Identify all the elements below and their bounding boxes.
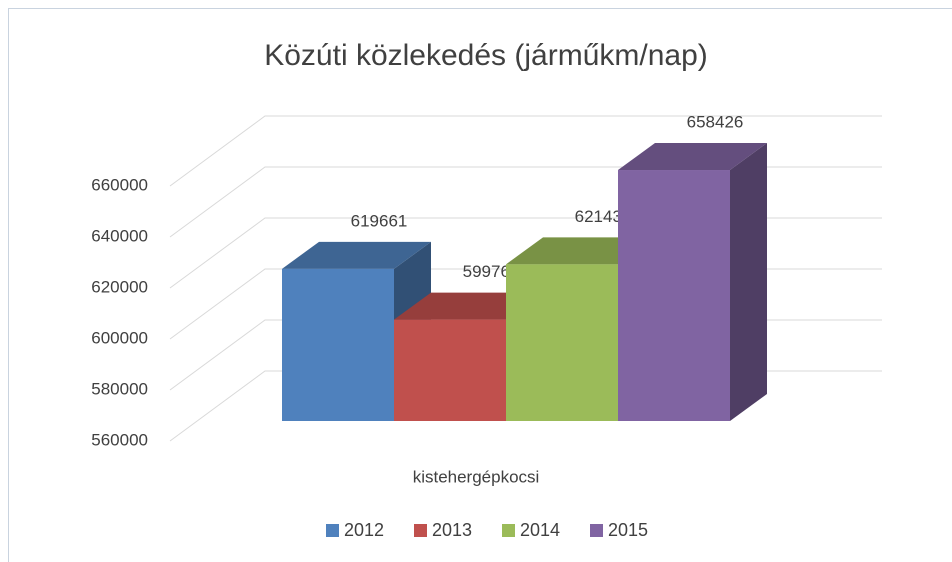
bar <box>506 264 618 421</box>
legend-swatch <box>590 524 603 537</box>
chart-title: Közúti közlekedés (járműkm/nap) <box>264 39 708 72</box>
bar <box>282 268 394 421</box>
grid-line <box>169 115 882 187</box>
bar-top <box>282 241 431 269</box>
bar-top <box>618 143 767 171</box>
legend-swatch <box>502 524 515 537</box>
chart-frame <box>8 8 952 562</box>
y-tick-label: 620000 <box>91 277 148 296</box>
bar <box>394 319 506 421</box>
bar <box>618 170 730 421</box>
legend-label: 2015 <box>608 520 648 540</box>
y-tick-label: 640000 <box>91 226 148 245</box>
legend-label: 2014 <box>520 520 560 540</box>
bar-top <box>394 292 543 320</box>
y-tick-label: 600000 <box>91 328 148 347</box>
data-label: 599765 <box>463 262 520 281</box>
y-tick-label: 560000 <box>91 430 148 449</box>
data-label: 621438 <box>575 207 632 226</box>
data-label: 658426 <box>687 112 744 131</box>
y-tick-label: 580000 <box>91 379 148 398</box>
legend-label: 2012 <box>344 520 384 540</box>
bar-side <box>730 143 767 421</box>
bar-top <box>506 237 655 265</box>
data-label: 619661 <box>351 211 408 230</box>
x-tick-label: kistehergépkocsi <box>413 467 540 486</box>
y-tick-label: 660000 <box>91 175 148 194</box>
legend-swatch <box>326 524 339 537</box>
legend-label: 2013 <box>432 520 472 540</box>
legend-swatch <box>414 524 427 537</box>
